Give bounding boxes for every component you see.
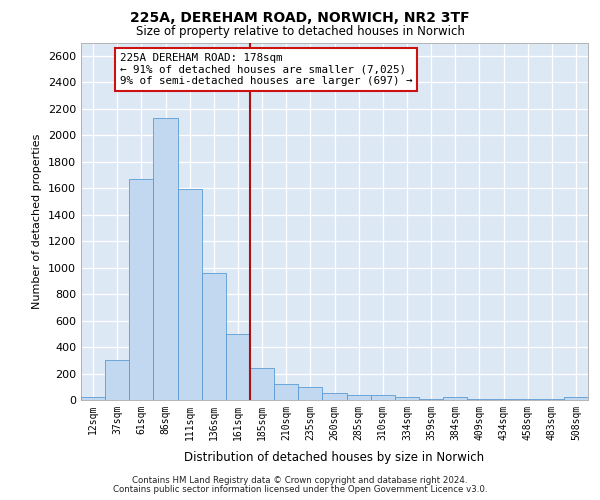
Bar	[564, 396, 588, 400]
Bar	[371, 396, 395, 400]
Text: Contains public sector information licensed under the Open Government Licence v3: Contains public sector information licen…	[113, 485, 487, 494]
Bar	[443, 396, 467, 400]
Bar	[347, 396, 371, 400]
Y-axis label: Number of detached properties: Number of detached properties	[32, 134, 43, 309]
Bar	[105, 360, 129, 400]
Text: Size of property relative to detached houses in Norwich: Size of property relative to detached ho…	[136, 25, 464, 38]
Bar	[298, 387, 322, 400]
Bar	[154, 118, 178, 400]
Bar	[274, 384, 298, 400]
Bar	[178, 189, 202, 400]
Bar	[226, 334, 250, 400]
X-axis label: Distribution of detached houses by size in Norwich: Distribution of detached houses by size …	[184, 451, 485, 464]
Bar	[129, 179, 154, 400]
Bar	[395, 398, 419, 400]
Text: Contains HM Land Registry data © Crown copyright and database right 2024.: Contains HM Land Registry data © Crown c…	[132, 476, 468, 485]
Text: 225A DEREHAM ROAD: 178sqm
← 91% of detached houses are smaller (7,025)
9% of sem: 225A DEREHAM ROAD: 178sqm ← 91% of detac…	[119, 53, 412, 86]
Bar	[202, 273, 226, 400]
Bar	[322, 394, 347, 400]
Text: 225A, DEREHAM ROAD, NORWICH, NR2 3TF: 225A, DEREHAM ROAD, NORWICH, NR2 3TF	[130, 11, 470, 25]
Bar	[81, 396, 105, 400]
Bar	[250, 368, 274, 400]
